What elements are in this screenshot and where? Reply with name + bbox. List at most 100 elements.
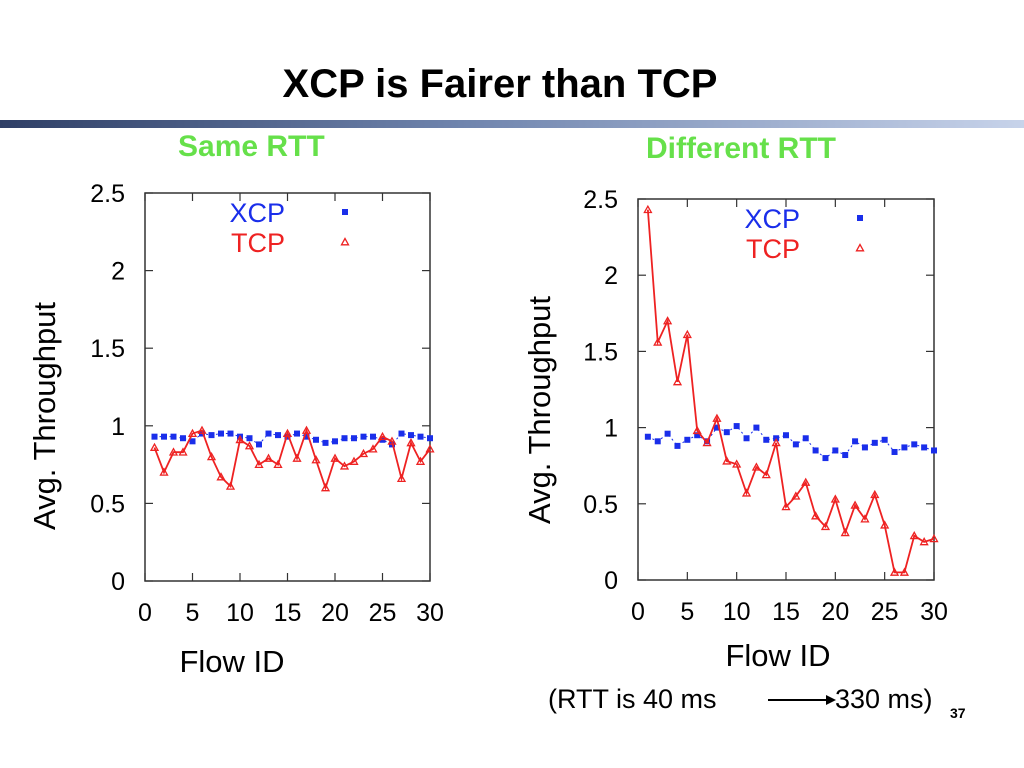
rtt-note-right: 330 ms) xyxy=(835,684,933,714)
data-point-tcp xyxy=(880,520,890,529)
data-point-tcp xyxy=(292,453,302,462)
rtt-note: (RTT is 40 ms 330 ms) xyxy=(548,684,933,715)
data-point-tcp xyxy=(377,431,388,441)
x-tick-label: 0 xyxy=(138,599,152,627)
series-xcp xyxy=(644,423,937,462)
data-point-tcp xyxy=(643,204,653,214)
data-point-xcp xyxy=(275,432,281,439)
data-point-tcp xyxy=(820,521,831,531)
data-point-tcp xyxy=(168,447,179,456)
data-point-tcp xyxy=(899,567,910,576)
x-axis-label: Flow ID xyxy=(725,638,830,673)
y-tick-label: 2.5 xyxy=(583,186,618,214)
data-point-tcp xyxy=(810,511,821,520)
data-point-tcp xyxy=(751,462,762,471)
legend-label-tcp: TCP xyxy=(746,234,800,264)
y-tick-label: 1 xyxy=(111,413,125,441)
data-point-xcp xyxy=(871,439,878,446)
data-point-xcp xyxy=(189,438,196,445)
y-axis-label: Avg. Throughput xyxy=(27,302,62,530)
legend-label-xcp: XCP xyxy=(744,204,800,234)
data-point-xcp xyxy=(161,433,167,440)
y-tick-label: 0 xyxy=(111,568,125,596)
data-point-xcp xyxy=(398,430,405,437)
data-point-tcp xyxy=(187,428,198,438)
rtt-note-left: (RTT is 40 ms xyxy=(548,684,717,714)
series-line-tcp xyxy=(646,209,935,574)
data-point-tcp xyxy=(672,377,683,386)
data-point-xcp xyxy=(674,442,681,449)
y-axis-label: Avg. Throughput xyxy=(522,296,557,524)
data-point-tcp xyxy=(339,461,350,470)
data-point-tcp xyxy=(781,502,791,511)
legend-label-xcp: XCP xyxy=(229,198,285,228)
data-point-xcp xyxy=(901,444,908,451)
data-point-tcp xyxy=(850,500,860,509)
data-point-tcp xyxy=(330,453,340,462)
data-point-tcp xyxy=(860,514,870,523)
data-point-xcp xyxy=(723,429,730,436)
data-point-xcp xyxy=(832,447,839,454)
data-point-xcp xyxy=(303,433,310,440)
data-point-tcp xyxy=(311,455,321,464)
data-point-xcp xyxy=(842,452,849,459)
x-tick-label: 5 xyxy=(186,599,200,627)
data-point-tcp xyxy=(235,434,245,444)
data-point-tcp xyxy=(909,530,919,540)
page-number: 37 xyxy=(950,705,966,721)
data-point-xcp xyxy=(218,430,224,437)
legend-marker-xcp xyxy=(857,215,863,221)
data-point-tcp xyxy=(273,459,283,469)
data-point-tcp xyxy=(889,567,900,576)
y-tick-label: 2.5 xyxy=(90,180,125,208)
data-point-xcp xyxy=(713,424,720,431)
data-point-xcp xyxy=(654,438,661,445)
series-tcp xyxy=(149,425,435,492)
data-point-xcp xyxy=(733,423,740,430)
data-point-xcp xyxy=(802,435,809,442)
y-tick-label: 2 xyxy=(604,262,618,290)
data-point-xcp xyxy=(684,436,691,443)
x-tick-label: 30 xyxy=(416,599,444,627)
data-point-tcp xyxy=(682,329,692,339)
x-tick-label: 10 xyxy=(226,599,254,627)
data-point-xcp xyxy=(417,433,424,440)
x-tick-label: 30 xyxy=(920,598,948,626)
data-point-xcp xyxy=(294,430,300,437)
data-point-xcp xyxy=(792,441,799,448)
y-tick-label: 1.5 xyxy=(583,338,618,366)
x-tick-label: 20 xyxy=(321,599,349,627)
x-tick-label: 10 xyxy=(723,598,751,626)
chart-title-same-rtt: Same RTT xyxy=(178,130,325,163)
title-divider-bar xyxy=(0,120,1024,128)
data-point-tcp xyxy=(840,527,850,537)
data-point-tcp xyxy=(178,447,188,456)
data-point-tcp xyxy=(919,537,929,546)
data-point-tcp xyxy=(358,448,369,458)
chart-title-different-rtt: Different RTT xyxy=(646,132,836,165)
data-point-xcp xyxy=(351,435,357,442)
data-point-tcp xyxy=(282,428,293,438)
data-point-xcp xyxy=(322,439,329,446)
data-point-tcp xyxy=(791,491,801,500)
data-point-tcp xyxy=(662,316,673,325)
data-point-xcp xyxy=(332,438,338,445)
data-point-xcp xyxy=(852,438,859,445)
data-point-tcp xyxy=(320,483,331,492)
data-point-tcp xyxy=(301,425,312,434)
y-tick-label: 1 xyxy=(604,415,618,443)
data-point-tcp xyxy=(771,438,781,447)
data-point-xcp xyxy=(644,433,651,440)
data-point-xcp xyxy=(931,447,937,454)
y-tick-label: 2 xyxy=(111,258,125,286)
data-point-tcp xyxy=(741,488,752,497)
data-point-xcp xyxy=(170,433,177,440)
data-point-xcp xyxy=(753,424,760,431)
data-point-xcp xyxy=(664,430,671,437)
data-point-xcp xyxy=(427,435,433,442)
data-point-xcp xyxy=(743,435,750,442)
data-point-tcp xyxy=(712,413,722,422)
data-point-xcp xyxy=(694,432,701,439)
y-tick-label: 0.5 xyxy=(583,491,618,519)
data-point-tcp xyxy=(415,456,426,465)
